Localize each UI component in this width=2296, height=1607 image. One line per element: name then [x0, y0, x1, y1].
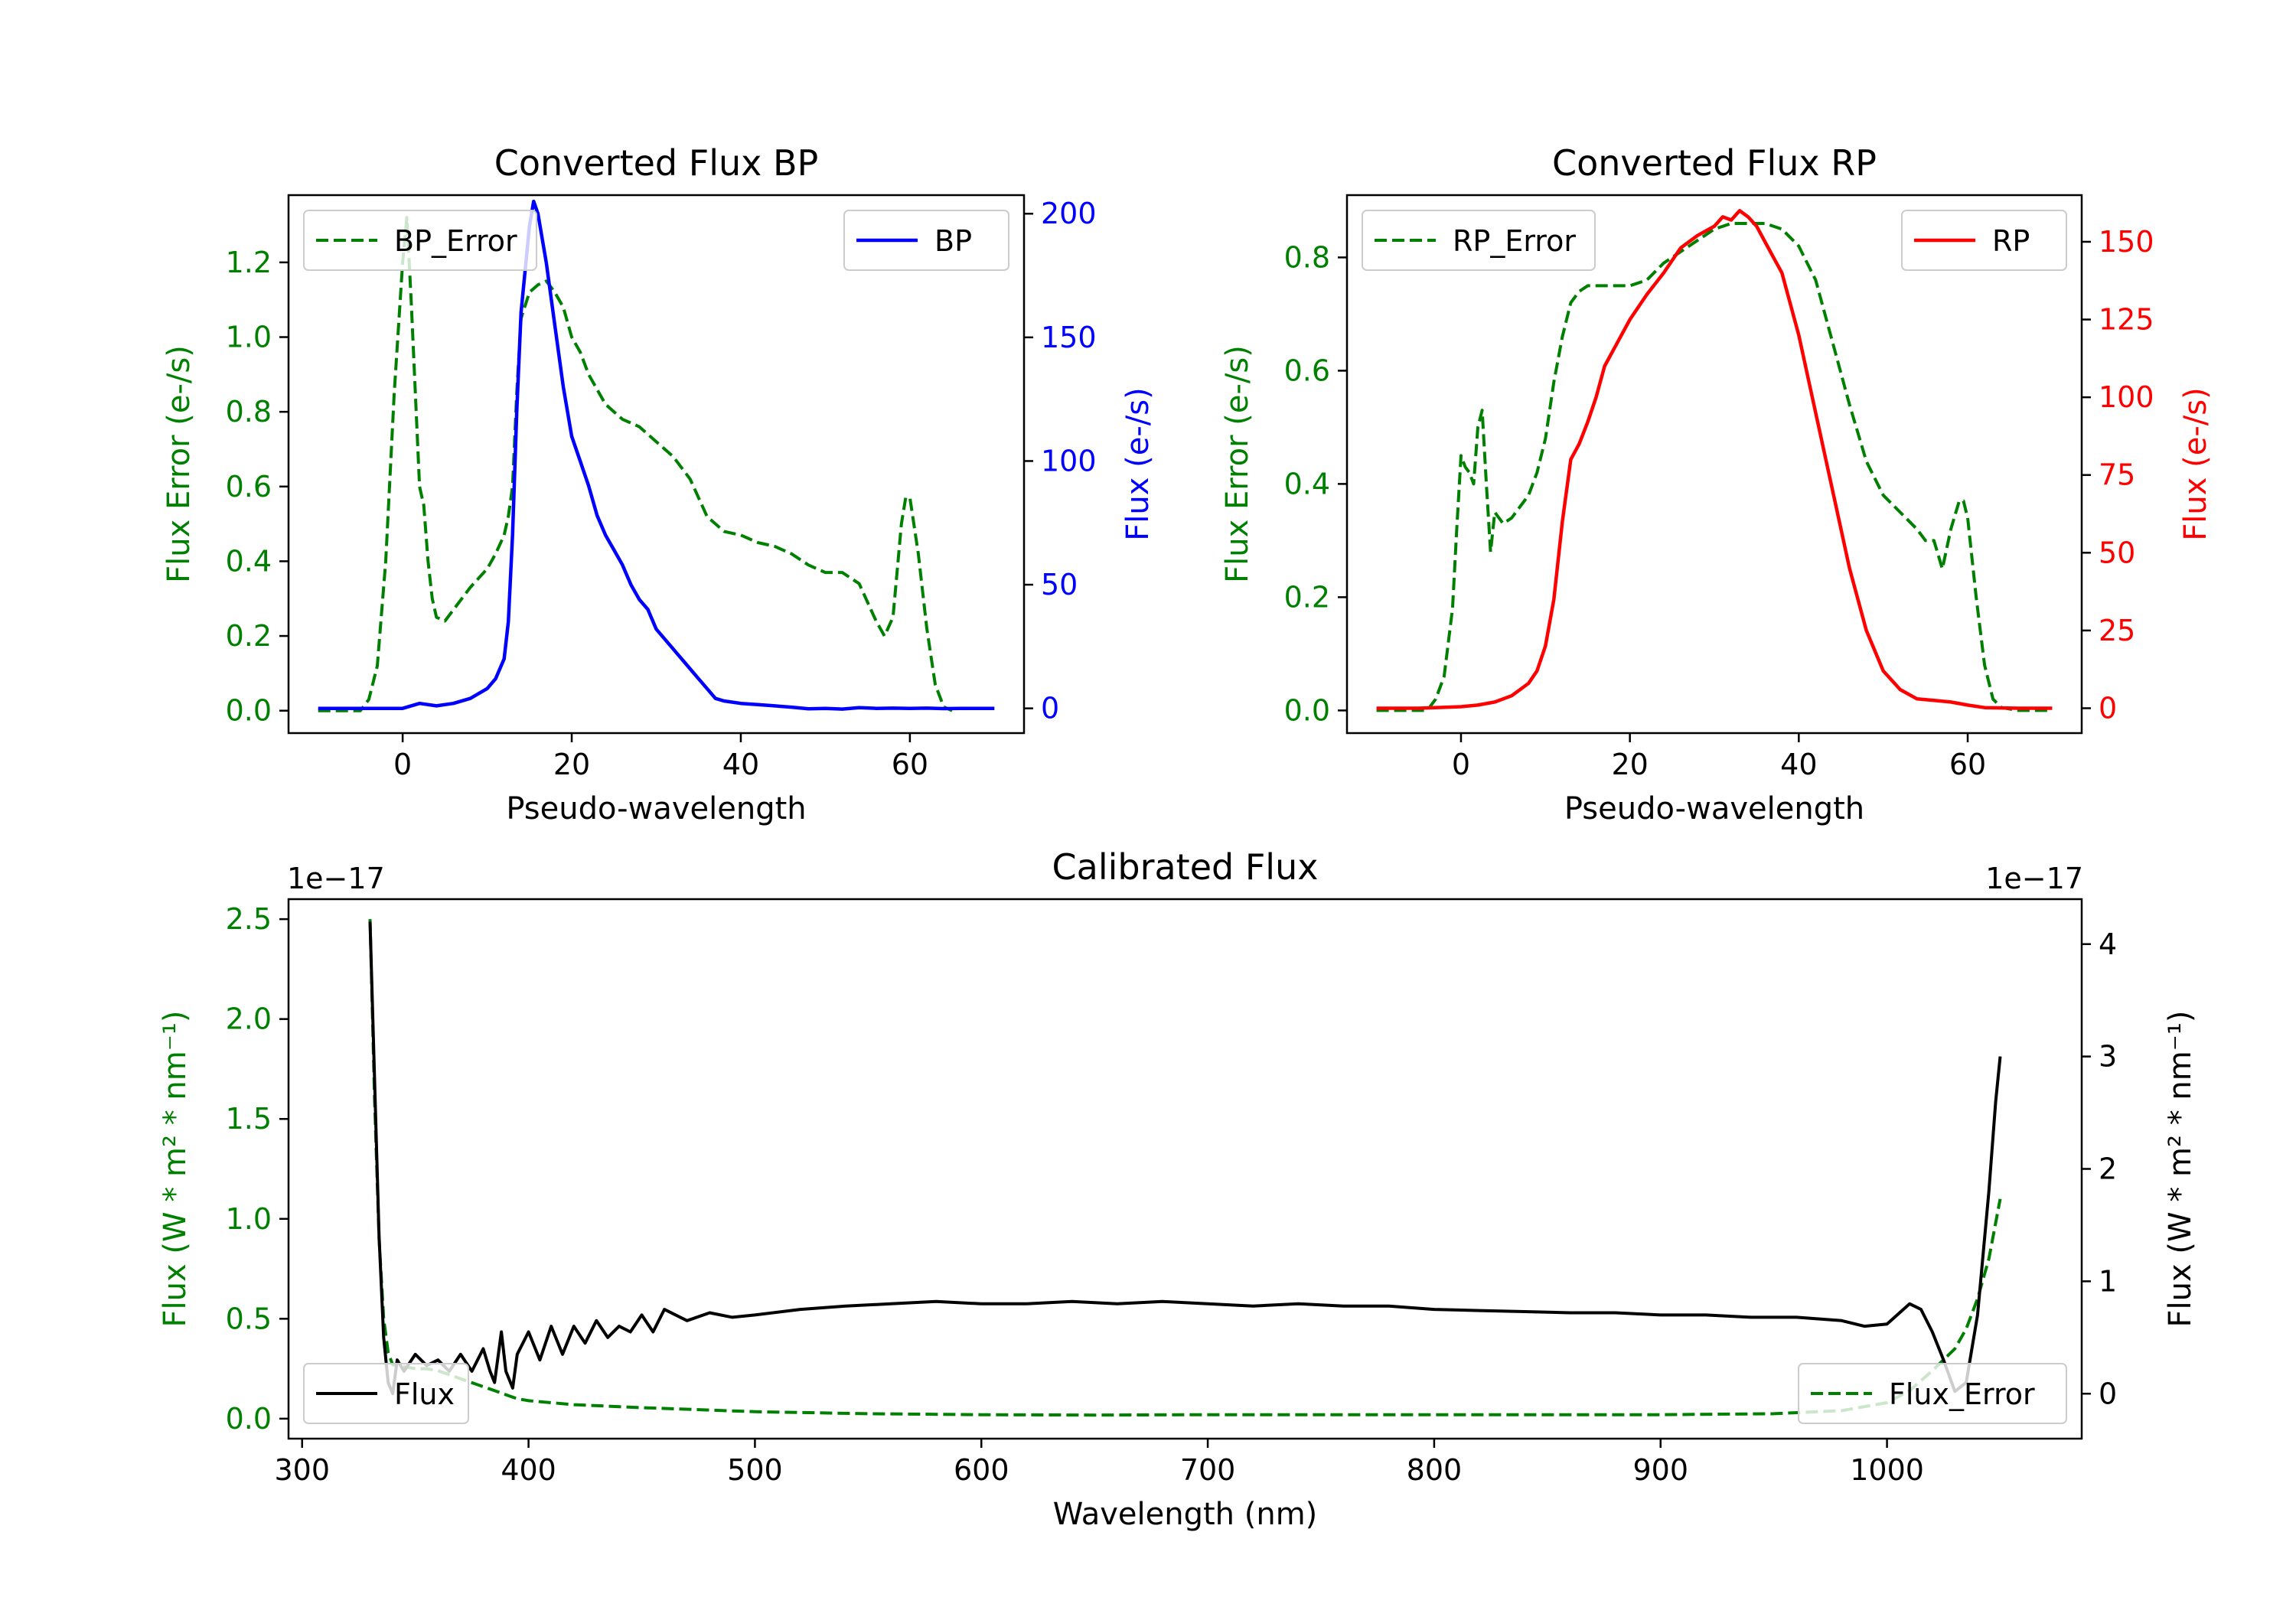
chart-title: Converted Flux BP — [494, 142, 819, 184]
x-axis-label: Pseudo-wavelength — [506, 791, 806, 826]
y-right-axis-label: Flux (e-/s) — [2178, 387, 2213, 540]
legend-bp-error: BP_Error — [303, 210, 537, 271]
y-right-tick-label: 150 — [2099, 225, 2154, 259]
series-line-rp — [1376, 209, 2053, 710]
y-left-tick-label: 0.6 — [226, 470, 272, 504]
chart-title: Calibrated Flux — [1052, 846, 1319, 888]
y-right-tick-label: 125 — [2099, 303, 2154, 337]
chart-bp: 0 20 40 60 0.0 0.2 0.4 0.6 0.8 1.0 1.2 0 50 100 150 200… — [161, 142, 1156, 826]
y-left-axis-label: Flux (W * m² * nm⁻¹) — [158, 1011, 193, 1328]
legend-label: BP_Error — [394, 224, 517, 258]
y-right-tick-label: 50 — [1041, 568, 1078, 601]
y-right-tick-label: 4 — [2099, 927, 2117, 961]
chart-rp: 0 20 40 60 0.0 0.2 0.4 0.6 0.8 0 25 50 75 100 125 150 Co… — [1220, 142, 2213, 826]
y-left-tick-label: 0.5 — [226, 1302, 272, 1335]
chart-panels: 0 20 40 600.00.20.40.60.81.01.2050100150200… — [158, 142, 2213, 1532]
chart-title: Converted Flux RP — [1552, 142, 1877, 184]
x-tick-label: 60 — [892, 748, 928, 781]
series-line-rp-error — [1376, 222, 2053, 712]
y-left-tick-label: 1.0 — [226, 321, 272, 354]
chart-cal: 300 400 500 600 700 800 900 1000 0.0 0.5 1.0 1.5 2.0… — [158, 846, 2198, 1532]
y-left-tick-label: 0.0 — [226, 1402, 272, 1436]
legend-label: Flux — [394, 1377, 455, 1411]
y-right-tick-label: 50 — [2099, 536, 2135, 569]
legend-box — [1901, 210, 2067, 271]
y-left-tick-label: 0.8 — [226, 395, 272, 429]
y-right-tick-label: 25 — [2099, 614, 2135, 647]
legend-rp: RP — [1901, 210, 2067, 271]
y-right-tick-label: 200 — [1041, 197, 1097, 230]
x-tick-label: 800 — [1407, 1453, 1463, 1487]
y-left-tick-label: 2.0 — [226, 1002, 272, 1036]
x-tick-label: 60 — [1949, 748, 1986, 781]
y-right-tick-label: 0 — [2099, 691, 2117, 725]
x-tick-label: 500 — [727, 1453, 783, 1487]
series-line-bp — [318, 199, 995, 711]
y-left-offset-label: 1e−17 — [287, 862, 385, 895]
y-right-tick-label: 100 — [2099, 380, 2154, 414]
legend-box — [303, 210, 537, 271]
legend-bp: BP — [843, 210, 1009, 271]
x-tick-label: 20 — [1611, 748, 1648, 781]
y-right-tick-label: 75 — [2099, 458, 2135, 492]
legend-box — [1798, 1363, 2067, 1424]
y-right-tick-label: 100 — [1041, 444, 1097, 478]
y-left-axis-label: Flux Error (e-/s) — [1220, 345, 1255, 583]
y-left-axis-label: Flux Error (e-/s) — [161, 345, 197, 583]
x-tick-label: 40 — [1780, 748, 1817, 781]
x-tick-label: 700 — [1180, 1453, 1236, 1487]
legend-label: Flux_Error — [1889, 1377, 2035, 1411]
y-left-tick-label: 1.2 — [226, 246, 272, 279]
x-axis-label: Pseudo-wavelength — [1564, 791, 1864, 826]
y-left-tick-label: 0.4 — [226, 544, 272, 578]
y-left-tick-label: 0.6 — [1284, 354, 1330, 387]
y-left-tick-label: 1.0 — [226, 1202, 272, 1236]
y-left-tick-label: 2.5 — [226, 902, 272, 936]
y-left-tick-label: 0.0 — [1284, 693, 1330, 727]
y-right-axis-label: Flux (W * m² * nm⁻¹) — [2163, 1011, 2198, 1328]
y-left-tick-label: 0.2 — [1284, 580, 1330, 614]
y-right-tick-label: 0 — [1041, 692, 1059, 725]
y-right-axis-label: Flux (e-/s) — [1120, 387, 1156, 540]
x-axis-label: Wavelength (nm) — [1053, 1497, 1318, 1532]
x-tick-label: 1000 — [1850, 1453, 1924, 1487]
legend-box — [303, 1363, 469, 1424]
y-right-tick-label: 0 — [2099, 1377, 2117, 1410]
x-tick-label: 600 — [954, 1453, 1009, 1487]
y-left-tick-label: 0.2 — [226, 619, 272, 653]
x-tick-label: 0 — [1452, 748, 1470, 781]
x-tick-label: 0 — [393, 748, 412, 781]
y-right-tick-label: 150 — [1041, 321, 1097, 354]
y-left-tick-label: 0.8 — [1284, 240, 1330, 274]
y-right-tick-label: 1 — [2099, 1264, 2117, 1298]
y-right-offset-label: 1e−17 — [1985, 862, 2083, 895]
x-tick-label: 400 — [501, 1453, 556, 1487]
y-right-tick-label: 2 — [2099, 1152, 2117, 1186]
y-left-tick-label: 0.4 — [1284, 467, 1330, 500]
x-tick-label: 900 — [1632, 1453, 1688, 1487]
legend-label: BP — [934, 224, 972, 258]
y-left-tick-label: 0.0 — [226, 694, 272, 728]
legend-flux: Flux — [303, 1363, 469, 1424]
legend-rp-error: RP_Error — [1362, 210, 1596, 271]
series-line-flux — [368, 921, 2002, 1396]
legend-label: RP_Error — [1453, 224, 1576, 258]
legend-flux-error: Flux_Error — [1798, 1363, 2067, 1424]
x-tick-label: 20 — [553, 748, 590, 781]
y-right-tick-label: 3 — [2099, 1040, 2117, 1074]
plot-frame — [1345, 194, 2083, 735]
legend-box — [1362, 210, 1596, 271]
legend-box — [843, 210, 1009, 271]
legend-label: RP — [1992, 224, 2030, 258]
x-tick-label: 300 — [274, 1453, 330, 1487]
plot-frame — [287, 194, 1026, 735]
y-left-tick-label: 1.5 — [226, 1102, 272, 1136]
x-tick-label: 40 — [722, 748, 759, 781]
series-line-bp-error — [318, 216, 953, 712]
